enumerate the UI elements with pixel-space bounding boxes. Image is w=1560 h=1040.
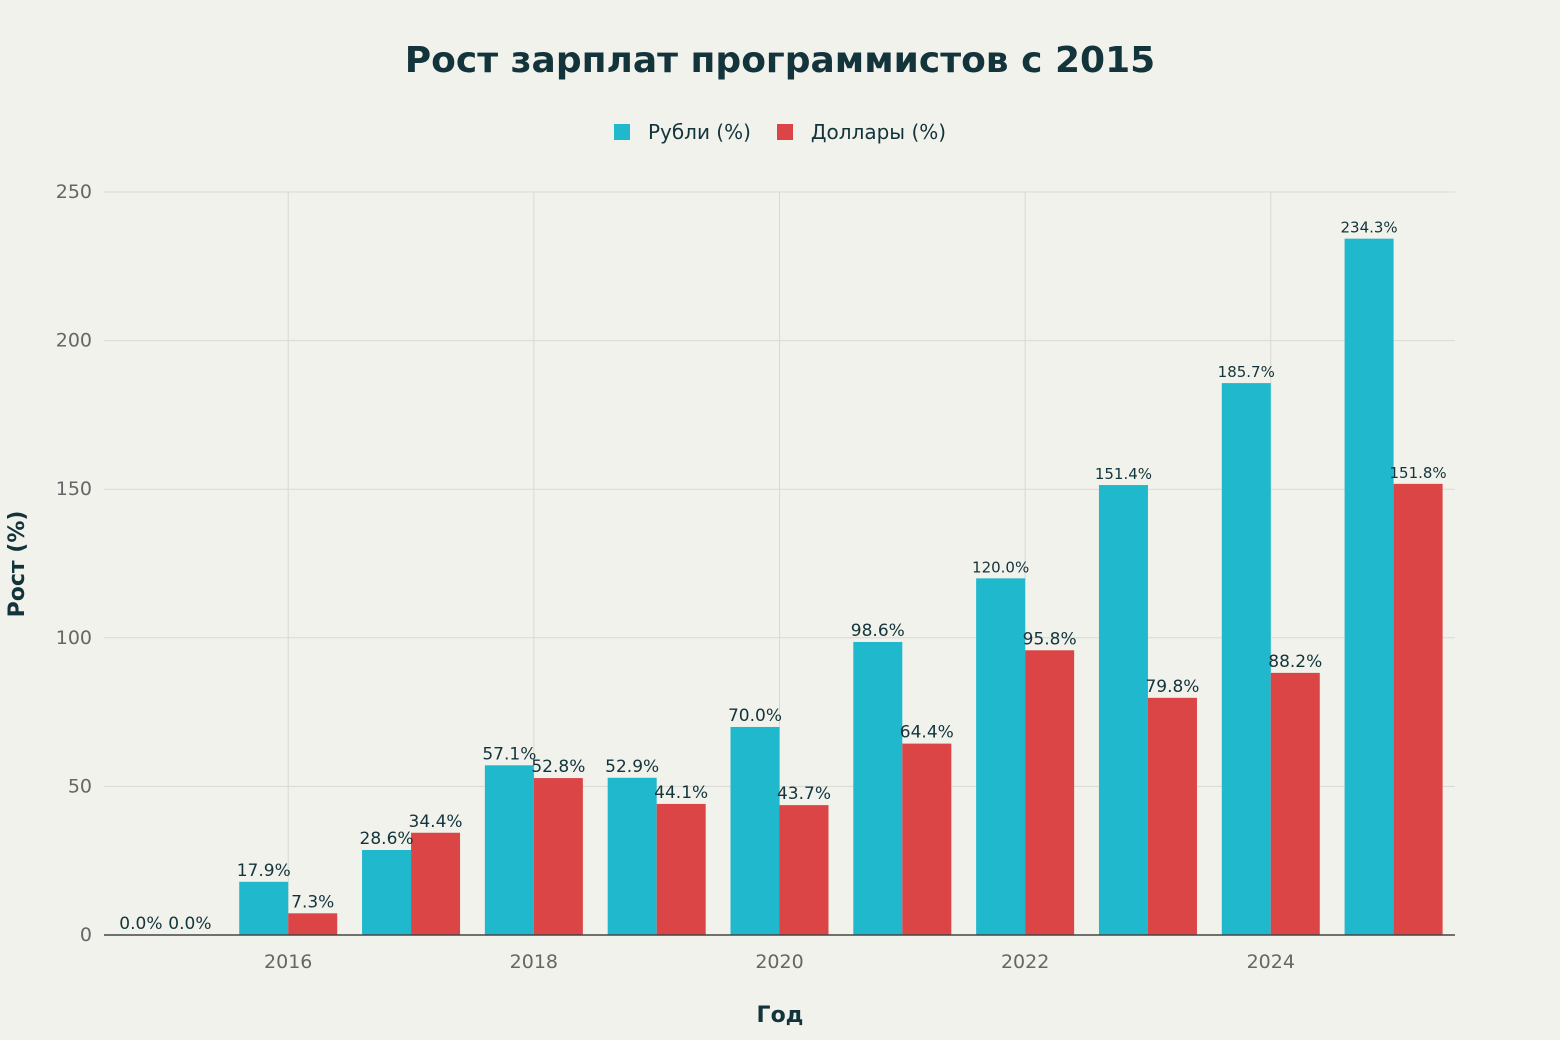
data-label: 151.8% [1389,464,1446,482]
data-label: 43.7% [777,784,831,804]
bar-rubles [362,850,412,935]
legend-label-dollars: Доллары (%) [810,120,947,144]
data-label: 64.4% [900,723,954,743]
x-tick-label: 2024 [1247,951,1295,973]
legend-swatch-rubles [613,124,630,140]
data-label: 79.8% [1145,677,1199,697]
bar-rubles [1344,238,1394,935]
x-tick-label: 2018 [510,951,558,973]
bar-rubles [853,641,903,935]
y-tick-label: 150 [56,478,92,500]
bar-dollars [656,803,706,935]
data-label: 28.6% [360,829,414,849]
data-label: 44.1% [654,783,708,803]
bar-dollars [1393,483,1443,935]
bar-rubles [239,881,289,935]
x-tick-label: 2022 [1001,951,1049,973]
ticks: 0 50 100 150 200 250 2016 2018 2020 2022 2024 [56,181,1455,973]
data-label: 17.9% [237,861,291,881]
bar-rubles [1221,383,1271,935]
y-tick-label: 200 [56,330,92,352]
y-tick-label: 0 [80,924,92,946]
x-tick-label: 2020 [755,951,803,973]
bar-dollars [533,778,583,935]
bar-rubles [976,578,1026,935]
legend: Рубли (%) Доллары (%) [0,120,1560,144]
x-axis-title: Год [757,1003,804,1028]
data-label: 57.1% [482,744,536,764]
data-label: 151.4% [1095,465,1152,483]
legend-item-rubles[interactable]: Рубли (%) [613,120,751,144]
y-axis-title: Рост (%) [5,511,30,618]
bar-rubles [607,777,657,935]
x-tick-label: 2016 [264,951,312,973]
data-label: 234.3% [1340,219,1397,237]
data-label: 52.8% [531,757,585,777]
bar-dollars [1147,697,1197,935]
bar-dollars [1025,650,1075,935]
bar-dollars [902,743,952,935]
data-label: 185.7% [1218,363,1275,381]
data-labels: 0.0% 0.0% 17.9%7.3% 28.6%34.4% 57.1%52.8% 52.… [119,219,1446,934]
data-label: 88.2% [1268,652,1322,672]
data-label: 120.0% [972,558,1029,576]
bar-rubles [1098,485,1148,935]
chart-title: Рост зарплат программистов с 2015 [404,40,1156,81]
bar-dollars [779,805,829,935]
data-label: 0.0% [119,914,162,934]
bar-dollars [288,913,338,935]
bar-dollars [1270,672,1320,935]
bars [239,238,1443,935]
data-label: 0.0% [168,914,211,934]
legend-label-rubles: Рубли (%) [647,120,751,144]
data-label: 98.6% [851,621,905,641]
bar-rubles [730,726,780,935]
legend-item-dollars[interactable]: Доллары (%) [776,120,947,144]
data-label: 52.9% [605,757,659,777]
y-tick-label: 100 [56,627,92,649]
data-label: 7.3% [291,892,334,912]
bar-dollars [411,832,461,935]
data-label: 34.4% [409,812,463,832]
bar-rubles [484,765,534,935]
y-tick-label: 250 [56,181,92,203]
y-tick-label: 50 [68,775,92,797]
data-label: 70.0% [728,706,782,726]
legend-swatch-dollars [776,124,793,140]
data-label: 95.8% [1023,629,1077,649]
